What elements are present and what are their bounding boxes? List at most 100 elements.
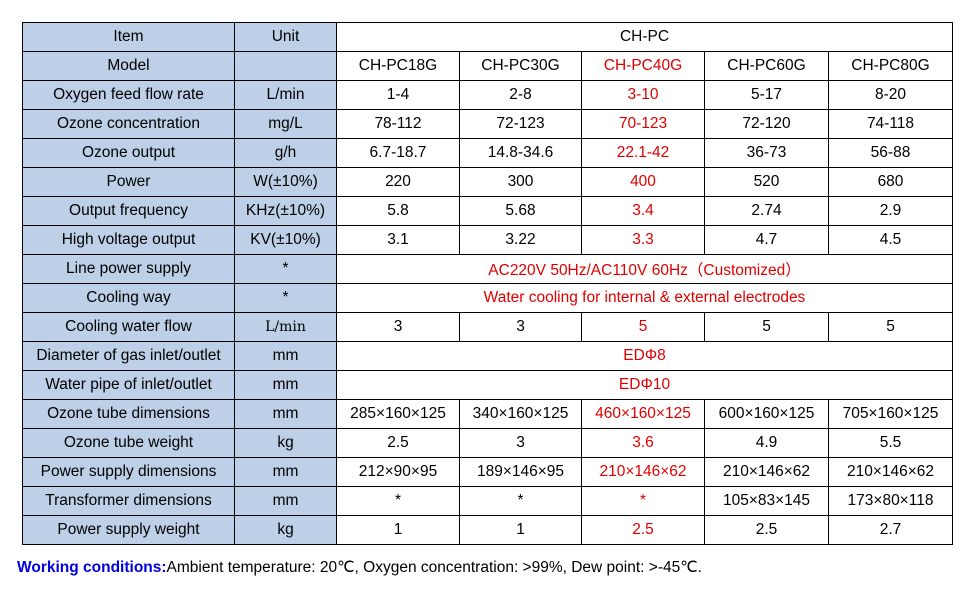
- table-row: Ozone concentration mg/L 78-112 72-123 70-12…: [22, 109, 953, 139]
- table-row: Output frequency KHz(±10%) 5.8 5.68 3.4 2.74 2…: [22, 196, 953, 226]
- value-cell: 1: [336, 515, 460, 545]
- row-unit: mm: [234, 399, 337, 429]
- header-item: Item: [22, 22, 235, 52]
- table-row: Transformer dimensions mm * * * 105×83×145 173…: [22, 486, 953, 516]
- value-cell: 2.7: [828, 515, 953, 545]
- value-cell: 2-8: [459, 80, 582, 110]
- working-conditions: Working conditions:Ambient temperature: …: [17, 558, 702, 577]
- value-cell: 5: [828, 312, 953, 342]
- value-cell: 3: [459, 312, 582, 342]
- value-cell: 56-88: [828, 138, 953, 168]
- value-cell: 1: [459, 515, 582, 545]
- value-cell: 3: [336, 312, 460, 342]
- value-cell: 5: [581, 312, 705, 342]
- row-label: Ozone tube dimensions: [22, 399, 235, 429]
- table-row: Line power supply * AC220V 50Hz/AC110V 60H…: [22, 254, 953, 284]
- row-label: Ozone concentration: [22, 109, 235, 139]
- row-label: High voltage output: [22, 225, 235, 255]
- header-unit: Unit: [234, 22, 337, 52]
- value-cell: 285×160×125: [336, 399, 460, 429]
- value-cell: 72-120: [704, 109, 829, 139]
- row-label: Ozone tube weight: [22, 428, 235, 458]
- value-cell: 22.1-42: [581, 138, 705, 168]
- header-series: CH-PC: [336, 22, 953, 52]
- row-unit: mg/L: [234, 109, 337, 139]
- row-label: Power: [22, 167, 235, 197]
- table-row: Power supply weight kg 1 1 2.5 2.5 2.7: [22, 515, 953, 545]
- value-cell: 3-10: [581, 80, 705, 110]
- value-cell: 220: [336, 167, 460, 197]
- value-cell: 72-123: [459, 109, 582, 139]
- value-cell: 340×160×125: [459, 399, 582, 429]
- value-cell: CH-PC40G: [581, 51, 705, 81]
- table-row: Ozone tube weight kg 2.5 3 3.6 4.9 5.5: [22, 428, 953, 458]
- value-cell: 2.74: [704, 196, 829, 226]
- value-cell: 74-118: [828, 109, 953, 139]
- value-cell: 705×160×125: [828, 399, 953, 429]
- value-cell: 520: [704, 167, 829, 197]
- value-cell: 78-112: [336, 109, 460, 139]
- row-unit: *: [234, 283, 337, 313]
- value-cell: 3.22: [459, 225, 582, 255]
- row-label: Oxygen feed flow rate: [22, 80, 235, 110]
- value-cell: 680: [828, 167, 953, 197]
- value-cell: 600×160×125: [704, 399, 829, 429]
- merged-value-cell: EDΦ8: [336, 341, 953, 371]
- value-cell: CH-PC30G: [459, 51, 582, 81]
- row-unit: [234, 51, 337, 81]
- table-row: Model CH-PC18G CH-PC30G CH-PC40G CH-PC60G CH-…: [22, 51, 953, 81]
- row-label: Water pipe of inlet/outlet: [22, 370, 235, 400]
- row-label: Transformer dimensions: [22, 486, 235, 516]
- value-cell: 3.6: [581, 428, 705, 458]
- row-unit: kg: [234, 515, 337, 545]
- row-unit: L/min: [234, 312, 337, 342]
- value-cell: 5.5: [828, 428, 953, 458]
- value-cell: 173×80×118: [828, 486, 953, 516]
- row-unit: mm: [234, 341, 337, 371]
- row-label: Line power supply: [22, 254, 235, 284]
- value-cell: 5: [704, 312, 829, 342]
- table-row: Power supply dimensions mm 212×90×95 189×14…: [22, 457, 953, 487]
- table-row: High voltage output KV(±10%) 3.1 3.22 3.3 4.7…: [22, 225, 953, 255]
- value-cell: 5.8: [336, 196, 460, 226]
- merged-value-cell: AC220V 50Hz/AC110V 60Hz（Customized）: [336, 254, 953, 284]
- table-row: Cooling water flow L/min 3 3 5 5 5: [22, 312, 953, 342]
- value-cell: 3: [459, 428, 582, 458]
- value-cell: 14.8-34.6: [459, 138, 582, 168]
- row-label: Model: [22, 51, 235, 81]
- row-unit: mm: [234, 486, 337, 516]
- value-cell: 300: [459, 167, 582, 197]
- value-cell: 4.7: [704, 225, 829, 255]
- value-cell: 4.5: [828, 225, 953, 255]
- row-unit: mm: [234, 370, 337, 400]
- table-row: Power W(±10%) 220 300 400 520 680: [22, 167, 953, 197]
- row-label: Cooling water flow: [22, 312, 235, 342]
- value-cell: 5-17: [704, 80, 829, 110]
- table-row: Water pipe of inlet/outlet mm EDΦ10: [22, 370, 953, 400]
- value-cell: 5.68: [459, 196, 582, 226]
- value-cell: 210×146×62: [704, 457, 829, 487]
- value-cell: 6.7-18.7: [336, 138, 460, 168]
- merged-value-cell: Water cooling for internal & external el…: [336, 283, 953, 313]
- working-conditions-text: Ambient temperature: 20℃, Oxygen concent…: [166, 559, 702, 576]
- value-cell: 2.5: [704, 515, 829, 545]
- value-cell: CH-PC18G: [336, 51, 460, 81]
- header-row: Item Unit CH-PC: [22, 22, 953, 52]
- row-label: Power supply weight: [22, 515, 235, 545]
- value-cell: 2.5: [336, 428, 460, 458]
- value-cell: 70-123: [581, 109, 705, 139]
- table-row: Ozone output g/h 6.7-18.7 14.8-34.6 22.1-42 3…: [22, 138, 953, 168]
- value-cell: 3.1: [336, 225, 460, 255]
- row-unit: KV(±10%): [234, 225, 337, 255]
- value-cell: 3.3: [581, 225, 705, 255]
- row-unit: kg: [234, 428, 337, 458]
- value-cell: 2.5: [581, 515, 705, 545]
- value-cell: 400: [581, 167, 705, 197]
- value-cell: 460×160×125: [581, 399, 705, 429]
- table-row: Oxygen feed flow rate L/min 1-4 2-8 3-10 5-17…: [22, 80, 953, 110]
- working-conditions-label: Working conditions:: [17, 559, 167, 576]
- value-cell: *: [459, 486, 582, 516]
- value-cell: CH-PC60G: [704, 51, 829, 81]
- table-row: Ozone tube dimensions mm 285×160×125 340×16…: [22, 399, 953, 429]
- value-cell: *: [581, 486, 705, 516]
